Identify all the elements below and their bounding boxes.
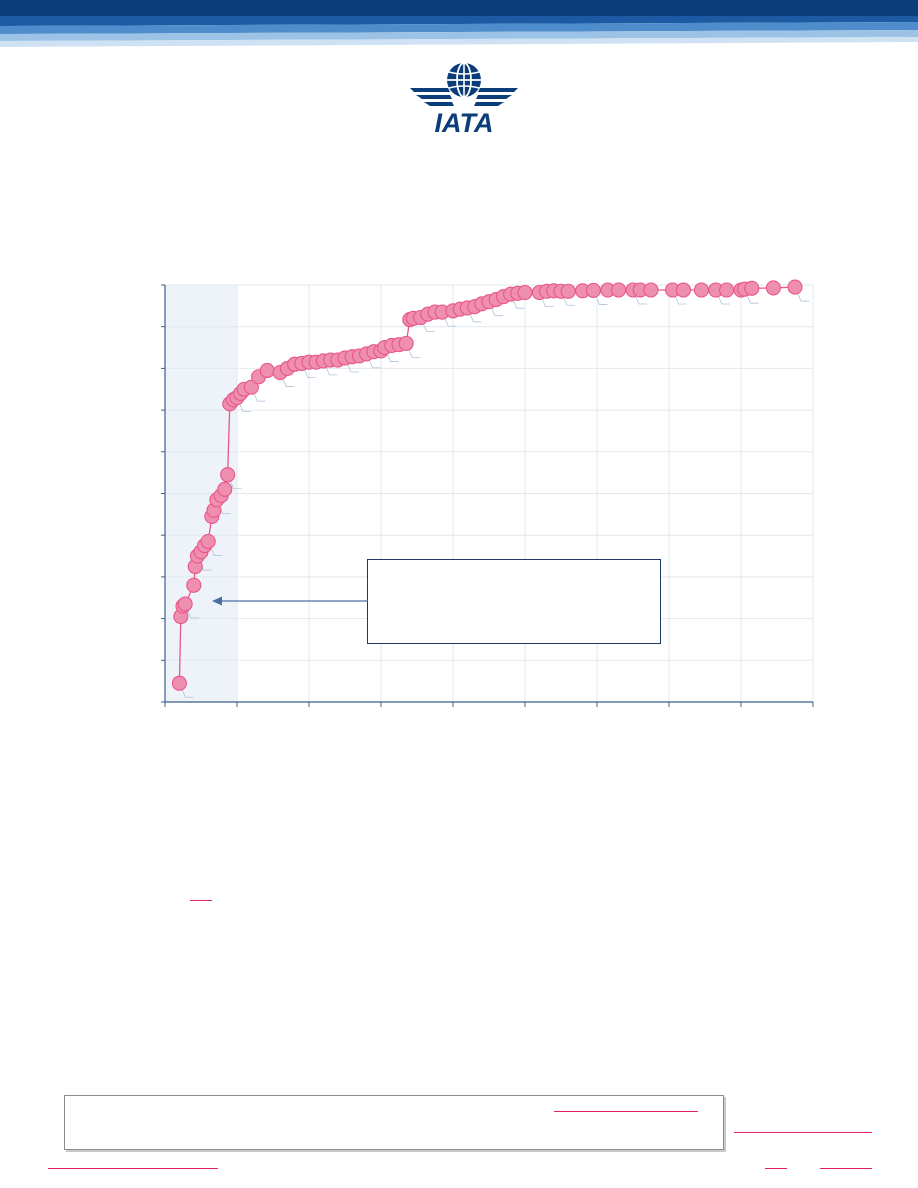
data-point — [719, 282, 735, 298]
wings-icon — [410, 88, 518, 106]
data-point — [217, 481, 233, 497]
data-point — [517, 284, 533, 301]
cumulative-scatter-chart — [161, 279, 814, 707]
logo-wordmark: IATA — [435, 108, 494, 136]
globe-icon — [447, 62, 481, 98]
callout-arrow — [212, 596, 368, 606]
data-point — [200, 533, 216, 550]
footer-link-small[interactable] — [765, 1168, 787, 1169]
iata-logo: IATA — [410, 62, 518, 136]
data-point — [177, 596, 193, 612]
callout-box — [367, 559, 661, 644]
footer-link-web[interactable] — [734, 1132, 872, 1133]
footnote-link[interactable] — [190, 900, 212, 901]
data-point — [675, 282, 691, 298]
footer-link-source[interactable] — [48, 1168, 218, 1169]
data-point — [560, 283, 576, 299]
footer-link-end[interactable] — [820, 1168, 872, 1169]
data-point — [259, 362, 275, 379]
data-point — [220, 467, 236, 483]
data-point — [171, 675, 187, 691]
data-point — [611, 282, 627, 298]
data-point — [585, 282, 601, 298]
data-point — [693, 282, 709, 298]
data-point — [765, 280, 781, 296]
data-point — [398, 335, 414, 351]
footer-box — [64, 1095, 724, 1150]
data-point — [186, 577, 202, 593]
data-point — [744, 280, 760, 296]
header-band — [0, 0, 918, 52]
data-point — [243, 379, 259, 395]
data-point — [643, 282, 659, 298]
data-point — [787, 279, 803, 295]
footer-link-email[interactable] — [554, 1111, 698, 1112]
